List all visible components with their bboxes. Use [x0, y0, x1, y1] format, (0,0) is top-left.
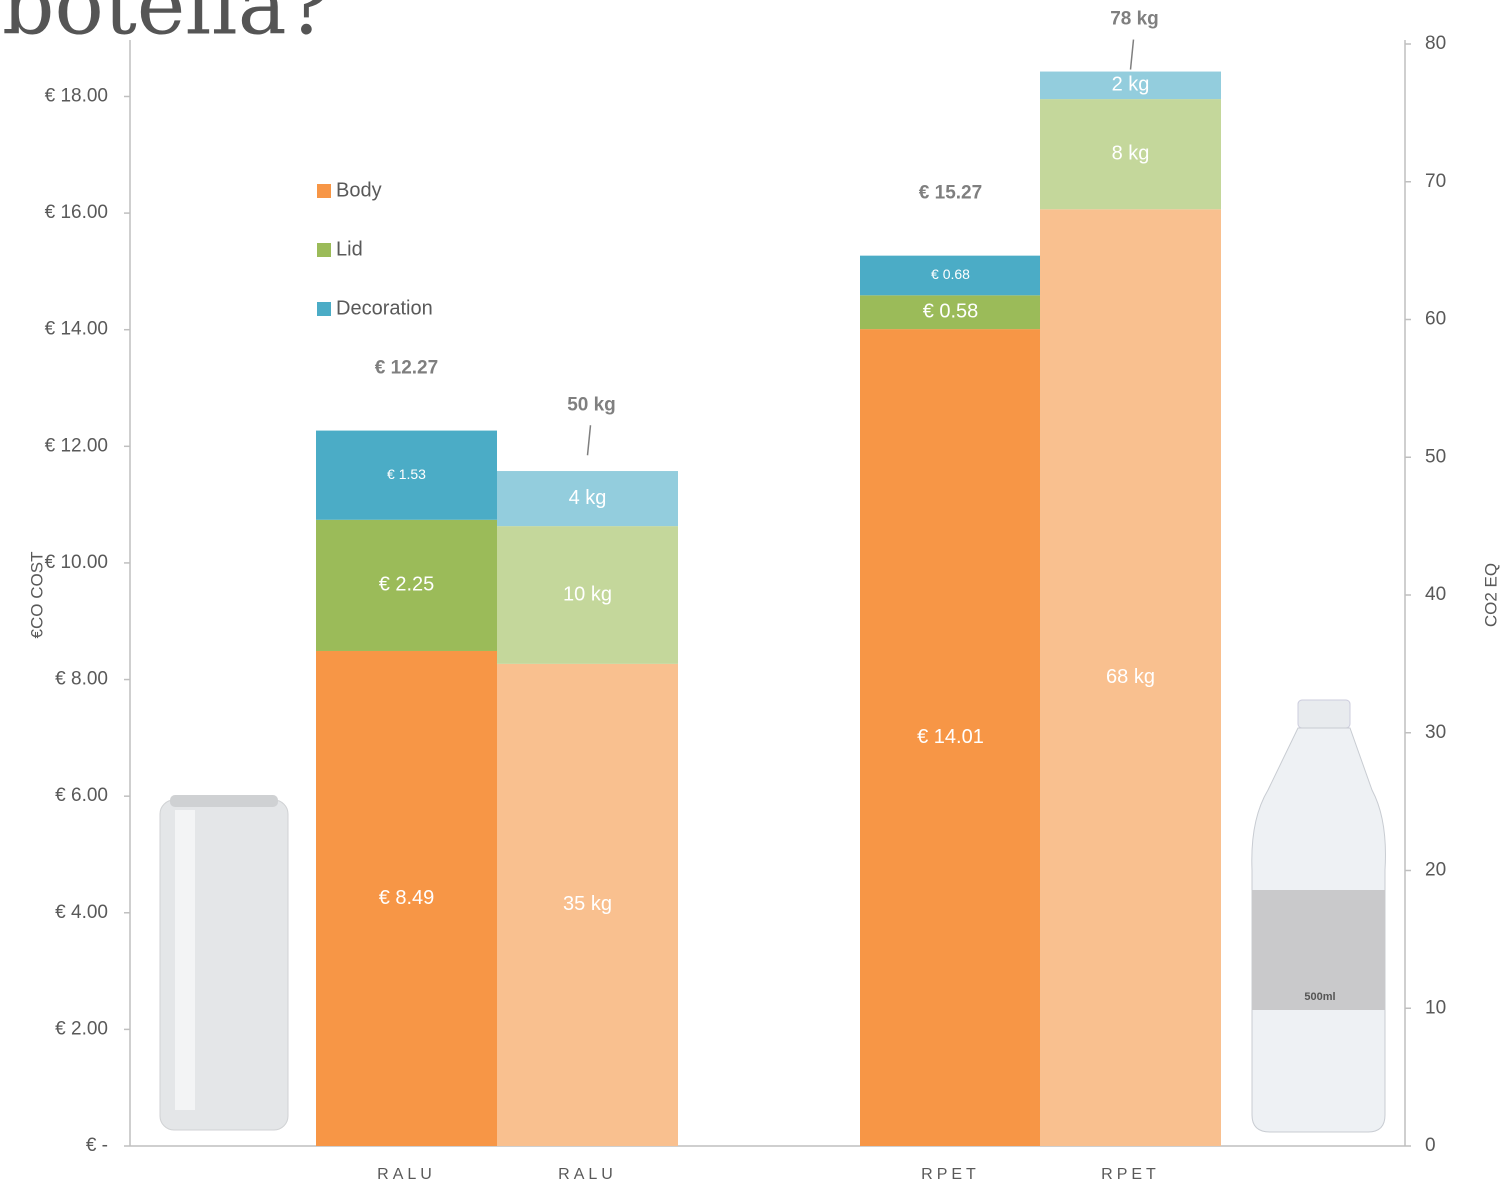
data-label: € 14.01 — [917, 726, 984, 748]
legend-swatch — [317, 302, 331, 316]
bar-segment — [497, 526, 678, 664]
x-tick-label: RALU — [377, 1166, 436, 1183]
bar-segment — [860, 255, 1041, 296]
total-label: € 15.27 — [919, 183, 982, 204]
data-label: € 0.68 — [931, 266, 970, 282]
x-tick-label: RALU — [558, 1166, 617, 1183]
bar-segment — [1040, 71, 1221, 100]
legend-swatch — [317, 243, 331, 257]
data-label: 68 kg — [1106, 666, 1155, 688]
bar-segment — [1040, 209, 1221, 1147]
y2-tick-label: 0 — [1425, 1135, 1436, 1156]
data-label: € 8.49 — [379, 887, 435, 909]
data-label: 8 kg — [1112, 142, 1150, 164]
x-tick-label: RPET — [921, 1166, 980, 1183]
legend-label: Body — [336, 179, 382, 201]
bar-segment — [860, 329, 1041, 1147]
y2-tick-label: 70 — [1425, 171, 1446, 192]
x-tick-label: RPET — [1101, 1166, 1160, 1183]
y-tick-label: € 12.00 — [45, 435, 108, 456]
data-label: € 1.53 — [387, 466, 426, 482]
y2-tick-label: 60 — [1425, 309, 1446, 330]
data-label: 2 kg — [1112, 74, 1150, 96]
total-label: 50 kg — [567, 394, 616, 415]
total-label: 78 kg — [1110, 9, 1159, 30]
leader-line — [1129, 39, 1135, 70]
y2-tick-label: 30 — [1425, 722, 1446, 743]
y2-tick-label: 50 — [1425, 446, 1446, 467]
y-tick-label: € 10.00 — [45, 552, 108, 573]
y2-tick-label: 40 — [1425, 584, 1446, 605]
legend-label: Lid — [336, 238, 363, 260]
bar-segment — [497, 471, 678, 527]
bar-segment — [316, 650, 497, 1146]
legend-swatch — [317, 184, 331, 198]
data-label: 4 kg — [569, 487, 607, 509]
data-label: € 2.25 — [379, 574, 435, 596]
total-label: € 12.27 — [375, 358, 438, 379]
chart-title: botella? — [2, 0, 331, 54]
y-tick-label: € 14.00 — [45, 319, 108, 340]
leader-line — [586, 425, 592, 456]
bar-segment — [497, 663, 678, 1146]
y-tick-label: € 4.00 — [55, 902, 108, 923]
y-tick-label: € 2.00 — [55, 1018, 108, 1039]
y2-tick-label: 10 — [1425, 997, 1446, 1018]
data-label: 10 kg — [563, 583, 612, 605]
y-tick-label: € 16.00 — [45, 202, 108, 223]
can-image — [159, 795, 289, 1131]
data-label: 35 kg — [563, 893, 612, 915]
y-tick-label: € 8.00 — [55, 669, 108, 690]
bar-segment — [860, 295, 1041, 330]
bottle-image: 500ml — [1251, 699, 1386, 1133]
y2-tick-label: 80 — [1425, 33, 1446, 54]
y-tick-label: € - — [86, 1135, 108, 1156]
y-tick-label: € 6.00 — [55, 785, 108, 806]
data-label: € 0.58 — [923, 300, 979, 322]
y2-tick-label: 20 — [1425, 860, 1446, 881]
legend-label: Decoration — [336, 297, 433, 319]
y-tick-label: € 18.00 — [45, 85, 108, 106]
y-axis-label: €CO COST — [27, 552, 46, 639]
y2-axis-label: CO2 EQ — [1481, 563, 1500, 627]
bottle-label: 500ml — [1304, 991, 1335, 1003]
bar-segment — [316, 430, 497, 520]
bar-segment — [1040, 99, 1221, 210]
bar-segment — [316, 519, 497, 651]
